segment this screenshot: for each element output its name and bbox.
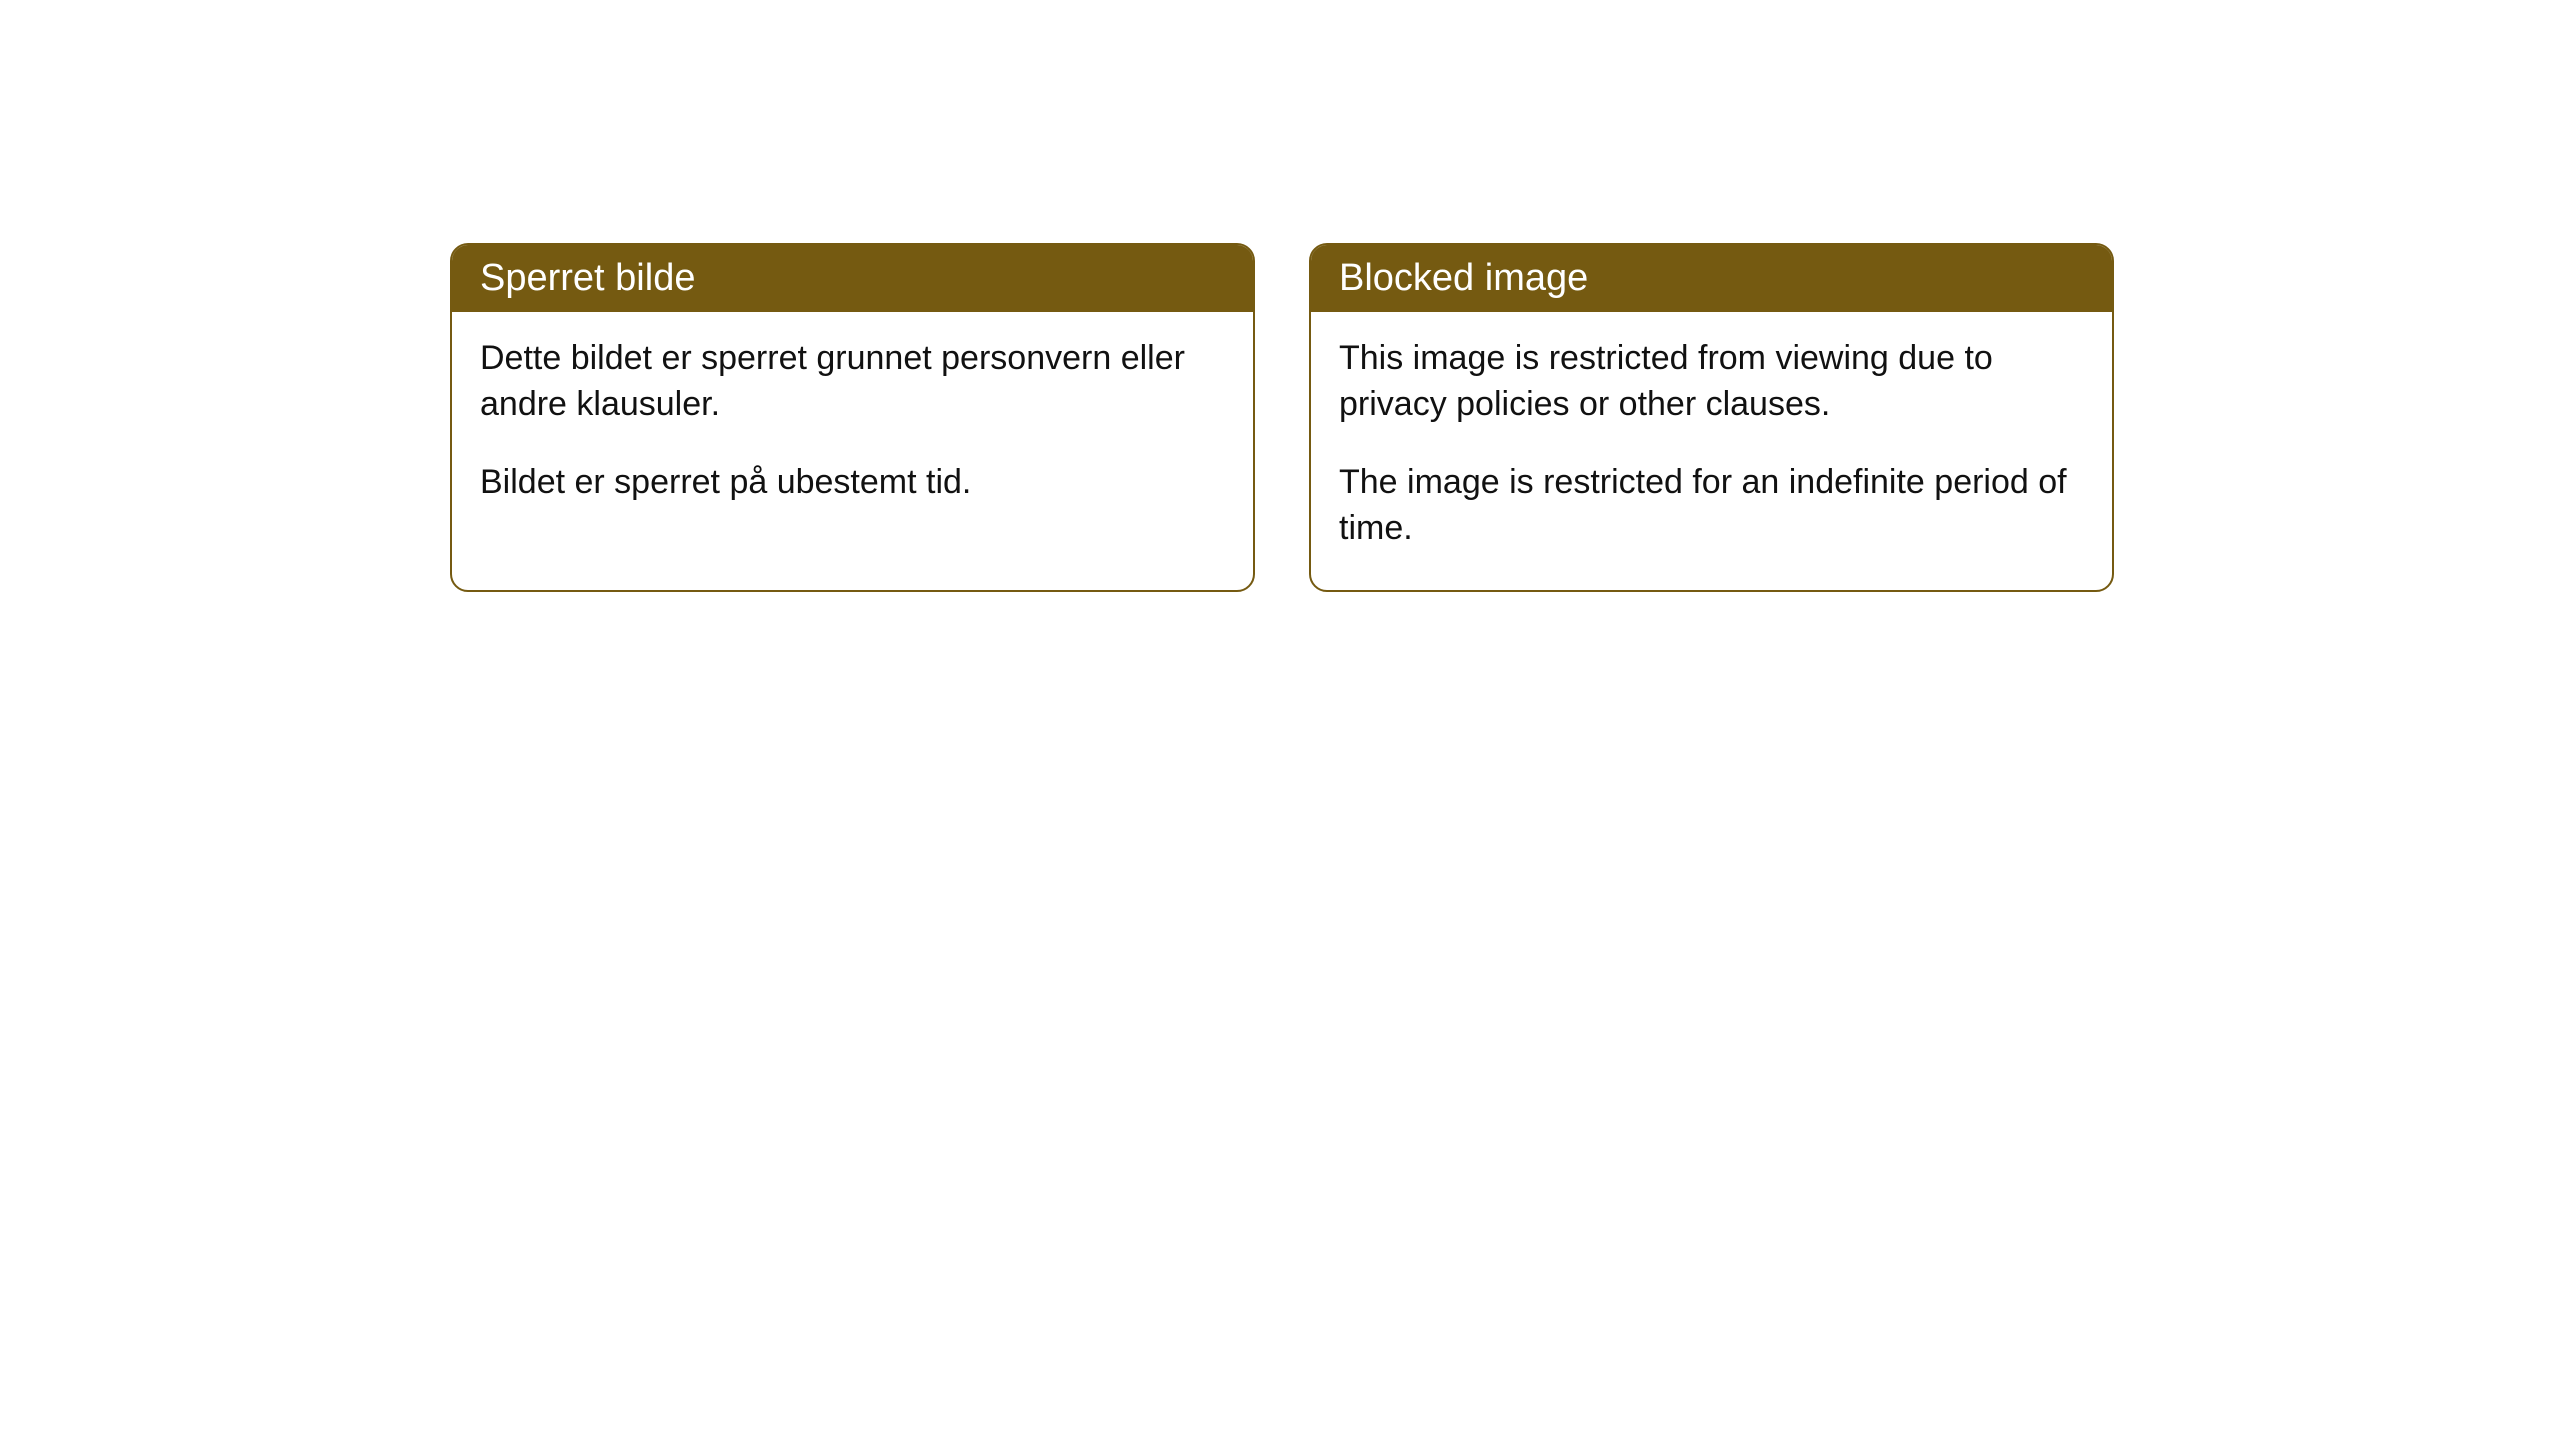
card-paragraph: The image is restricted for an indefinit… — [1339, 460, 2084, 552]
card-body: Dette bildet er sperret grunnet personve… — [452, 312, 1253, 544]
card-paragraph: Dette bildet er sperret grunnet personve… — [480, 336, 1225, 428]
card-header: Sperret bilde — [452, 245, 1253, 312]
card-paragraph: Bildet er sperret på ubestemt tid. — [480, 460, 1225, 506]
cards-container: Sperret bilde Dette bildet er sperret gr… — [450, 243, 2114, 592]
card-body: This image is restricted from viewing du… — [1311, 312, 2112, 590]
card-paragraph: This image is restricted from viewing du… — [1339, 336, 2084, 428]
blocked-image-card-en: Blocked image This image is restricted f… — [1309, 243, 2114, 592]
blocked-image-card-no: Sperret bilde Dette bildet er sperret gr… — [450, 243, 1255, 592]
card-header: Blocked image — [1311, 245, 2112, 312]
